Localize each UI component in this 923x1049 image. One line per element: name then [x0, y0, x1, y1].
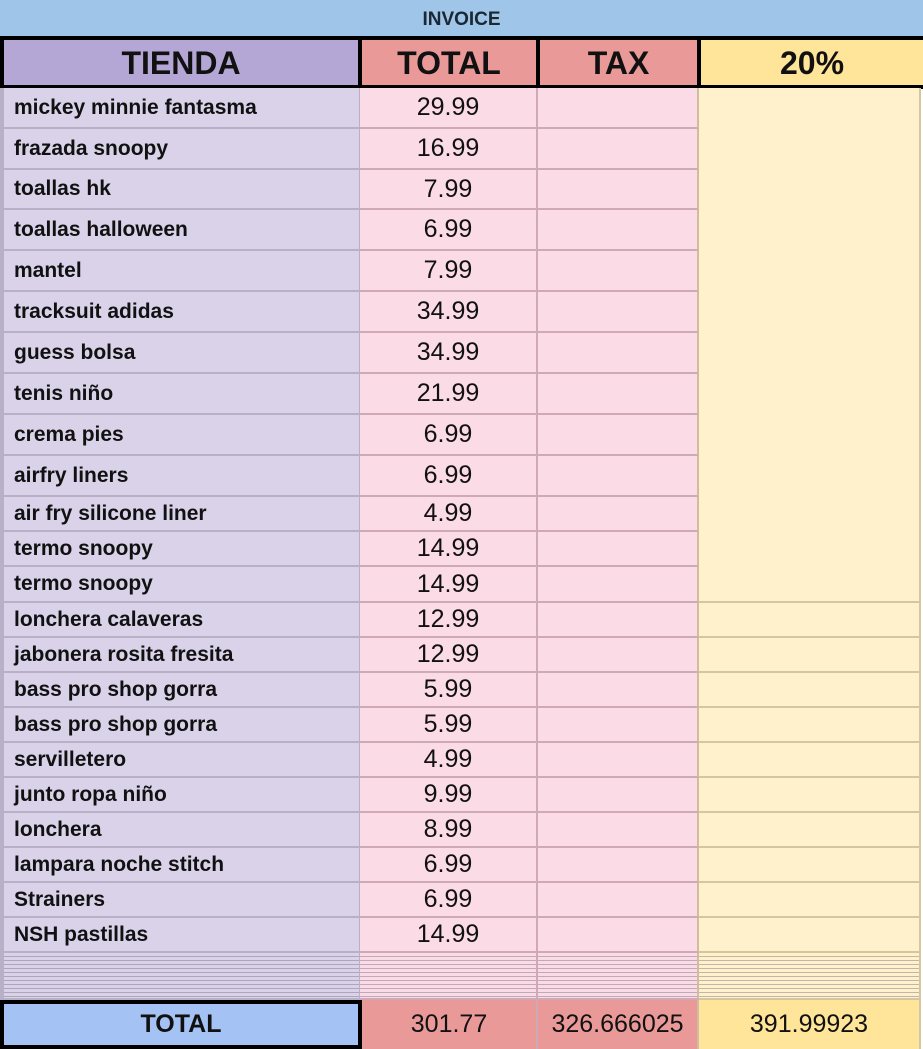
cell-pct[interactable]: [699, 848, 921, 883]
cell-tax[interactable]: [538, 743, 699, 778]
empty-rows-pct: [699, 953, 921, 1000]
cell-tienda[interactable]: frazada snoopy: [0, 129, 360, 170]
cell-pct[interactable]: [699, 813, 921, 848]
cell-total[interactable]: 7.99: [360, 170, 538, 210]
cell-pct[interactable]: [699, 708, 921, 743]
cell-total[interactable]: 14.99: [360, 532, 538, 567]
cell-total[interactable]: 5.99: [360, 673, 538, 708]
cell-total[interactable]: 16.99: [360, 129, 538, 170]
cell-tienda[interactable]: mickey minnie fantasma: [0, 88, 360, 129]
cell-tax[interactable]: [538, 813, 699, 848]
cell-tienda[interactable]: airfry liners: [0, 456, 360, 497]
cell-tienda[interactable]: junto ropa niño: [0, 778, 360, 813]
cell-total[interactable]: 14.99: [360, 567, 538, 603]
cell-tienda[interactable]: bass pro shop gorra: [0, 708, 360, 743]
cell-tax[interactable]: [538, 638, 699, 673]
invoice-title: INVOICE: [0, 0, 923, 37]
cell-total[interactable]: 34.99: [360, 292, 538, 333]
cell-total[interactable]: 6.99: [360, 415, 538, 456]
cell-tax[interactable]: [538, 415, 699, 456]
cell-tax[interactable]: [538, 210, 699, 251]
cell-total[interactable]: 6.99: [360, 456, 538, 497]
cell-tienda[interactable]: lampara noche stitch: [0, 848, 360, 883]
cell-total[interactable]: 14.99: [360, 918, 538, 953]
cell-total[interactable]: 6.99: [360, 883, 538, 918]
cell-tienda[interactable]: guess bolsa: [0, 333, 360, 374]
cell-tax[interactable]: [538, 170, 699, 210]
cell-tax[interactable]: [538, 292, 699, 333]
cell-tax[interactable]: [538, 129, 699, 170]
cell-tienda[interactable]: toallas halloween: [0, 210, 360, 251]
cell-total[interactable]: 21.99: [360, 374, 538, 415]
cell-total[interactable]: 12.99: [360, 603, 538, 638]
cell-tax[interactable]: [538, 918, 699, 953]
cell-tax[interactable]: [538, 603, 699, 638]
cell-total[interactable]: 6.99: [360, 848, 538, 883]
cell-tax[interactable]: [538, 497, 699, 532]
cell-tienda[interactable]: servilletero: [0, 743, 360, 778]
cell-pct[interactable]: [699, 778, 921, 813]
cell-total[interactable]: 4.99: [360, 743, 538, 778]
empty-rows-tax: [538, 953, 699, 1000]
footer-total-value[interactable]: 301.77: [362, 1000, 538, 1049]
cell-pct[interactable]: [699, 743, 921, 778]
cell-total[interactable]: 7.99: [360, 251, 538, 292]
header-tax[interactable]: TAX: [536, 36, 701, 89]
cell-total[interactable]: 6.99: [360, 210, 538, 251]
cell-total[interactable]: 4.99: [360, 497, 538, 532]
cell-tienda[interactable]: tenis niño: [0, 374, 360, 415]
cell-tienda[interactable]: Strainers: [0, 883, 360, 918]
header-pct[interactable]: 20%: [697, 36, 923, 89]
footer-total-label[interactable]: TOTAL: [0, 1000, 362, 1049]
cell-tax[interactable]: [538, 374, 699, 415]
cell-total[interactable]: 5.99: [360, 708, 538, 743]
cell-tax[interactable]: [538, 88, 699, 129]
cell-tienda[interactable]: toallas hk: [0, 170, 360, 210]
cell-tienda[interactable]: lonchera: [0, 813, 360, 848]
cell-tienda[interactable]: tracksuit adidas: [0, 292, 360, 333]
cell-pct[interactable]: [699, 883, 921, 918]
cell-pct[interactable]: [699, 673, 921, 708]
cell-tax[interactable]: [538, 778, 699, 813]
footer-tax-value[interactable]: 326.666025: [538, 1000, 699, 1049]
cell-tienda[interactable]: termo snoopy: [0, 532, 360, 567]
cell-tax[interactable]: [538, 883, 699, 918]
cell-total[interactable]: 34.99: [360, 333, 538, 374]
cell-pct[interactable]: [699, 638, 921, 673]
cell-pct[interactable]: [699, 918, 921, 953]
cell-total[interactable]: 9.99: [360, 778, 538, 813]
cell-tax[interactable]: [538, 532, 699, 567]
cell-tax[interactable]: [538, 251, 699, 292]
cell-total[interactable]: 29.99: [360, 88, 538, 129]
cell-tienda[interactable]: air fry silicone liner: [0, 497, 360, 532]
footer-pct-value[interactable]: 391.99923: [699, 1000, 921, 1049]
cell-tax[interactable]: [538, 673, 699, 708]
cell-total[interactable]: 8.99: [360, 813, 538, 848]
cell-tax[interactable]: [538, 567, 699, 603]
header-tienda[interactable]: TIENDA: [0, 36, 362, 89]
empty-rows-tienda: [0, 953, 360, 1000]
cell-pct-merged[interactable]: [699, 88, 921, 603]
cell-tienda[interactable]: bass pro shop gorra: [0, 673, 360, 708]
cell-tienda[interactable]: lonchera calaveras: [0, 603, 360, 638]
cell-tax[interactable]: [538, 456, 699, 497]
cell-tienda[interactable]: NSH pastillas: [0, 918, 360, 953]
cell-tienda[interactable]: crema pies: [0, 415, 360, 456]
cell-tax[interactable]: [538, 333, 699, 374]
cell-tax[interactable]: [538, 708, 699, 743]
cell-tienda[interactable]: jabonera rosita fresita: [0, 638, 360, 673]
header-total[interactable]: TOTAL: [358, 36, 540, 89]
cell-tienda[interactable]: mantel: [0, 251, 360, 292]
cell-tienda[interactable]: termo snoopy: [0, 567, 360, 603]
empty-rows-total: [360, 953, 538, 1000]
cell-total[interactable]: 12.99: [360, 638, 538, 673]
cell-pct[interactable]: [699, 603, 921, 638]
cell-tax[interactable]: [538, 848, 699, 883]
